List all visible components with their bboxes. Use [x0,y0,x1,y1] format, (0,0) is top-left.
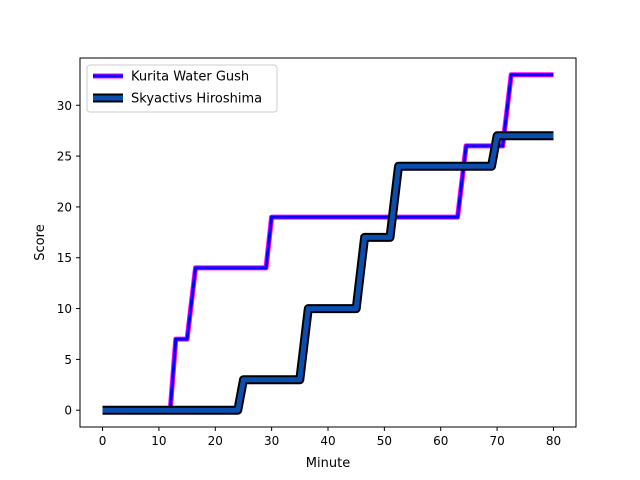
x-tick-label: 40 [320,434,335,448]
y-tick-label: 30 [57,99,72,113]
y-tick-label: 10 [57,302,72,316]
x-tick-label: 50 [377,434,392,448]
y-tick-label: 0 [64,404,72,418]
y-tick-label: 25 [57,150,72,164]
series-layer [102,72,554,415]
y-tick-label: 20 [57,200,72,214]
legend-entry-1: Kurita Water Gush [93,70,249,85]
legend-entry-2: Skyactivs Hiroshima [93,92,262,107]
x-tick-label: 30 [264,434,279,448]
x-axis-label: Minute [306,456,350,471]
x-tick-label: 70 [489,434,504,448]
legend-box [86,64,278,113]
plot-area [80,58,576,427]
x-tick-label: 10 [151,434,166,448]
x-tick-label: 80 [546,434,561,448]
x-tick-label: 0 [99,434,107,448]
y-tick-label: 15 [57,251,72,265]
y-tick-label: 5 [64,353,72,367]
series-2-line [102,133,554,413]
legend: Kurita Water Gush Skyactivs Hiroshima [86,64,278,113]
legend-label: Kurita Water Gush [131,70,249,85]
legend-label: Skyactivs Hiroshima [131,92,262,107]
axes-layer: 0 10 20 30 40 50 60 70 80 0 5 10 15 20 25 30 [57,57,577,448]
series-2 [102,131,554,415]
x-tick-label: 60 [433,434,448,448]
x-tick-label: 20 [208,434,223,448]
y-axis-label: Score [33,224,48,260]
